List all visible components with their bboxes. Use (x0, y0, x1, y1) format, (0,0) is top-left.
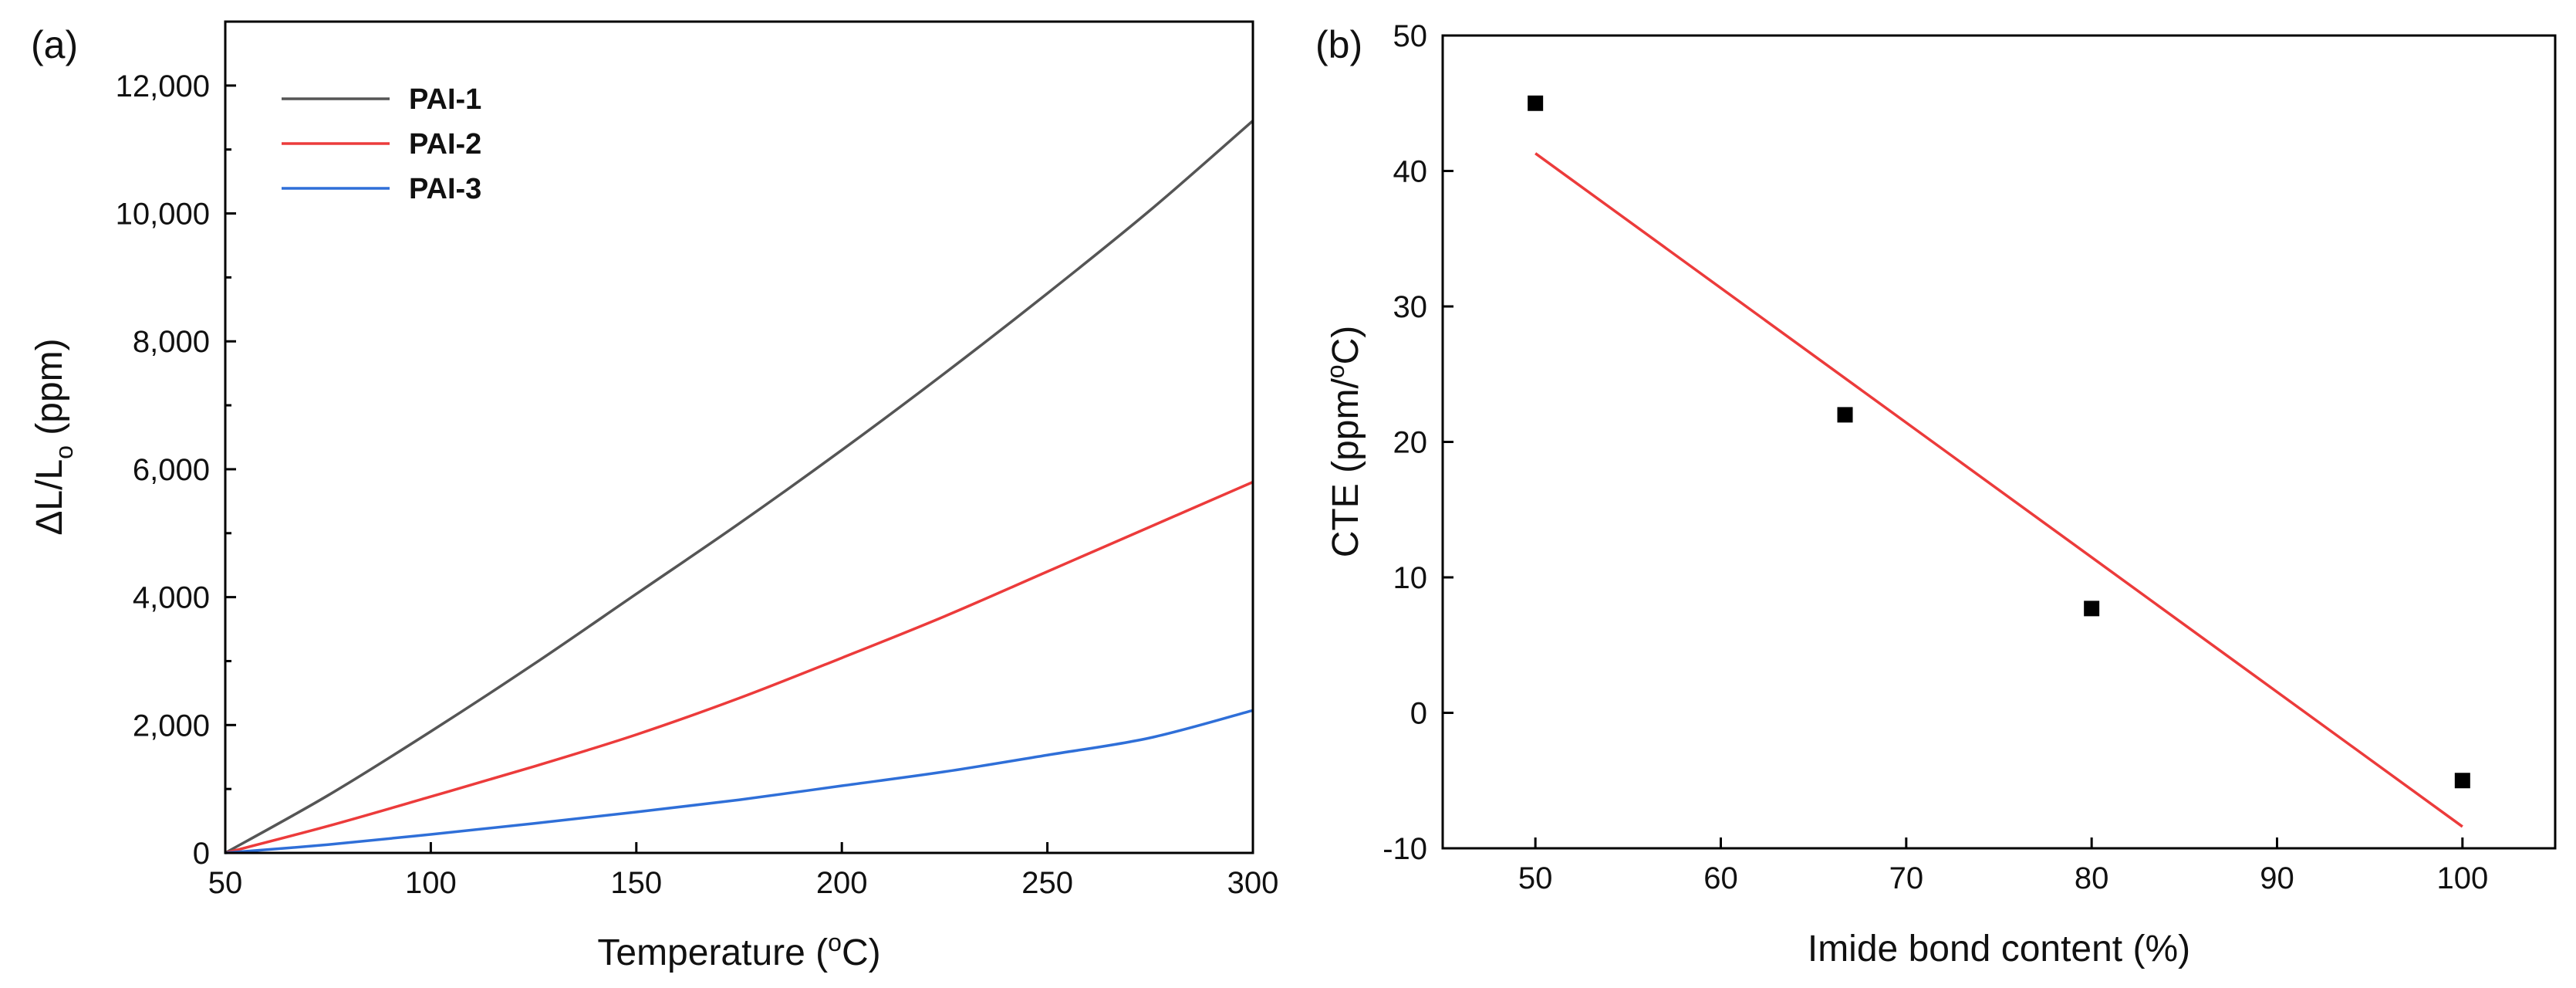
chart-b-y-tick-label: -10 (1383, 832, 1427, 866)
chart-a-series (225, 120, 1254, 854)
data-point (2084, 601, 2100, 617)
series-line-pai-2 (225, 480, 1254, 854)
chart-a-plot-frame (224, 20, 1254, 854)
chart-b-y-tick-label: 10 (1393, 561, 1428, 595)
chart-a-y-tick-label: 12,000 (116, 69, 210, 103)
legend-label-pai-3: PAI-3 (409, 173, 481, 205)
chart-a-y-tick-label: 6,000 (133, 453, 210, 487)
chart-a-y-tick-label: 0 (193, 837, 210, 871)
data-point (2454, 773, 2470, 789)
chart-b-x-axis-title: Imide bond content (%) (1808, 929, 2190, 969)
chart-a-x-axis-title: Temperature (oC) (597, 929, 880, 973)
chart-a-y-tick-label: 4,000 (133, 581, 210, 615)
series-line-pai-3 (225, 709, 1254, 854)
chart-a-y-tick-label: 8,000 (133, 325, 210, 359)
chart-a-x-tick-label: 250 (1021, 866, 1073, 900)
chart-a-y-axis-title: ΔL/Lo (ppm) (29, 338, 78, 535)
chart-a-y-tick-label: 2,000 (133, 709, 210, 743)
chart-a-y-tick-label: 10,000 (116, 198, 210, 232)
chart-a-x-tick-label: 200 (816, 866, 868, 900)
chart-b-y-tick-label: 30 (1393, 290, 1428, 324)
chart-a-x-tick-label: 50 (208, 866, 243, 900)
chart-a-x-tick-label: 300 (1227, 866, 1279, 900)
chart-b-y-axis-title: CTE (ppm/oC) (1322, 326, 1366, 557)
chart-b-x-tick-label: 70 (1889, 861, 1924, 895)
chart-a-x-tick-label: 100 (405, 866, 457, 900)
legend-label-pai-2: PAI-2 (409, 128, 481, 161)
legend-label-pai-1: PAI-1 (409, 83, 481, 116)
series-line-pai-1 (225, 120, 1254, 854)
chart-b-y-tick-label: 50 (1393, 19, 1428, 53)
chart-b-x-tick-label: 100 (2436, 861, 2488, 895)
chart-b-series (1528, 95, 2470, 828)
chart-b-ticks: 50 60 70 80 90 100 -10 0 10 20 30 40 50 (1383, 19, 2488, 895)
panel-label-b: (b) (1315, 23, 1362, 66)
chart-b-y-tick-label: 20 (1393, 426, 1428, 460)
chart-b-y-tick-label: 40 (1393, 155, 1428, 189)
chart-b-y-tick-label: 0 (1410, 697, 1427, 731)
chart-b-x-tick-label: 60 (1703, 861, 1738, 895)
data-point (1528, 95, 1544, 111)
chart-b-x-tick-label: 80 (2075, 861, 2109, 895)
chart-b-plot-frame (1441, 34, 2557, 850)
chart-a-ticks: 50 100 150 200 250 300 0 2,000 4,000 6,000 8,000 10… (116, 69, 1279, 900)
chart-a-legend: PAI-1 PAI-2 PAI-3 (282, 83, 481, 205)
chart-a-x-tick-label: 150 (610, 866, 662, 900)
chart-b: (b) 50 60 70 80 90 100 -10 0 10 20 30 40 50 Imide bo… (1315, 19, 2557, 969)
fit-line (1534, 152, 2463, 828)
panel-label-a: (a) (31, 23, 78, 66)
data-point (1837, 407, 1853, 423)
chart-b-x-tick-label: 90 (2260, 861, 2294, 895)
chart-a: (a) 50 100 150 200 250 300 0 2,000 4,000 6,000 8,0… (29, 20, 1279, 973)
chart-b-x-tick-label: 50 (1518, 861, 1553, 895)
